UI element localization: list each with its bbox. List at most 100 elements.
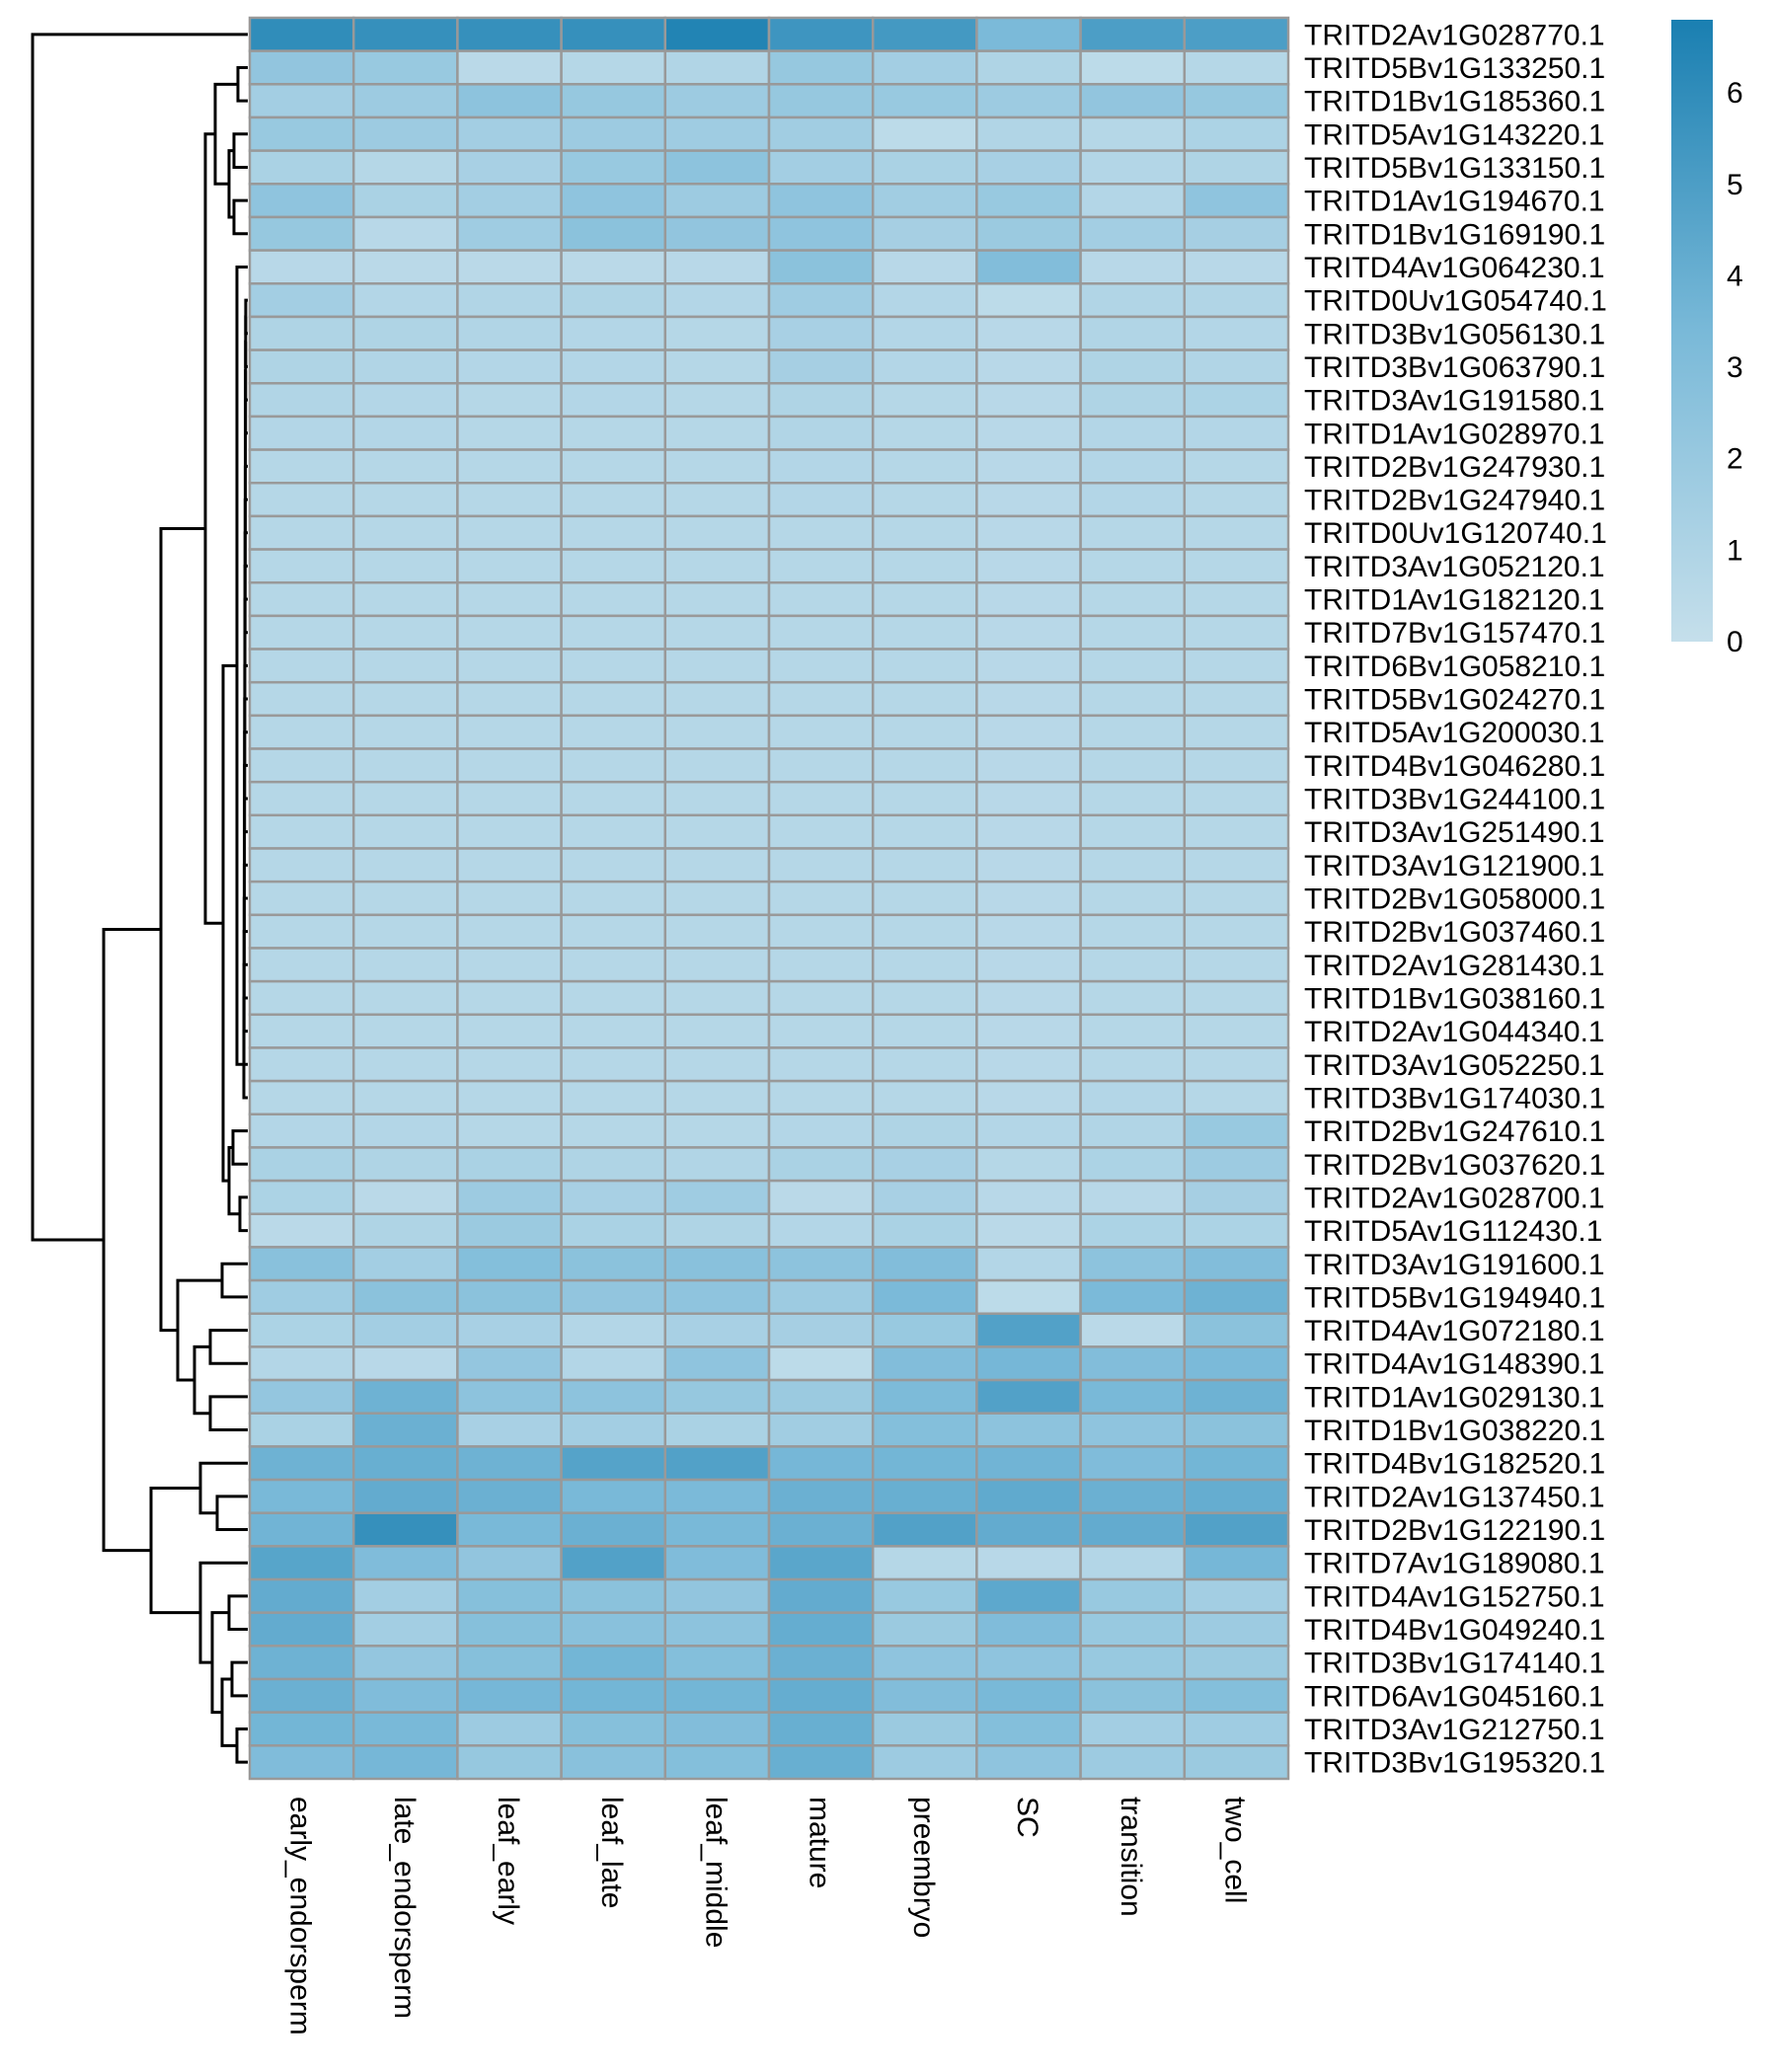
heatmap-cell: [663, 580, 771, 618]
heatmap-cell: [1079, 947, 1187, 983]
dendrogram-branch: [208, 1329, 248, 1365]
heatmap-cell: [663, 648, 771, 684]
heatmap-cell: [248, 548, 355, 584]
heatmap-cell: [1183, 913, 1290, 950]
heatmap-cell: [1183, 880, 1290, 917]
heatmap-cell: [248, 514, 355, 551]
heatmap-cell: [663, 1113, 771, 1149]
heatmap-cell: [1079, 979, 1187, 1017]
heatmap-cell: [871, 548, 978, 584]
dendrogram-branch: [198, 1461, 248, 1515]
heatmap-cell: [975, 913, 1082, 950]
heatmap-cell: [871, 1545, 978, 1581]
heatmap-cell: [767, 1445, 875, 1482]
heatmap-cell: [975, 514, 1082, 551]
heatmap-cell: [871, 315, 978, 351]
heatmap-cell: [351, 415, 459, 451]
heatmap-cell: [871, 1246, 978, 1282]
legend-ticks: 0 1 2 3 4 5 6: [1727, 77, 1743, 658]
heatmap-cell: [248, 1677, 355, 1714]
heatmap-cell: [767, 1179, 875, 1216]
heatmap-cell: [248, 714, 355, 750]
heatmap-cell: [351, 1445, 459, 1482]
heatmap-cell: [871, 415, 978, 451]
heatmap-cell: [560, 1345, 667, 1382]
heatmap-cell: [560, 1113, 667, 1149]
heatmap-cell: [456, 847, 563, 883]
heatmap-cell: [767, 382, 875, 419]
heatmap-cell: [456, 614, 563, 651]
heatmap-cell: [871, 514, 978, 551]
heatmap-cell: [351, 1577, 459, 1614]
row-label: TRITD2Bv1G058000.1: [1304, 883, 1605, 915]
heatmap-cell: [663, 1312, 771, 1348]
heatmap-cell: [248, 183, 355, 219]
heatmap-cell: [456, 714, 563, 750]
heatmap-cell: [1079, 1046, 1187, 1083]
heatmap-cell: [560, 1611, 667, 1648]
heatmap-cell: [351, 747, 459, 784]
heatmap-cell: [248, 1046, 355, 1083]
heatmap-cell: [1079, 514, 1187, 551]
heatmap-cell: [560, 49, 667, 86]
heatmap-cell: [871, 1013, 978, 1049]
heatmap-cell: [1183, 83, 1290, 119]
heatmap-cell: [560, 1079, 667, 1116]
column-label: two_cell: [1218, 1797, 1251, 1903]
heatmap-cell: [871, 780, 978, 817]
row-label: TRITD3Bv1G063790.1: [1304, 351, 1605, 384]
heatmap-cell: [767, 913, 875, 950]
heatmap-cell: [975, 1046, 1082, 1083]
heatmap-cell: [456, 1013, 563, 1049]
heatmap-cell: [351, 83, 459, 119]
heatmap-cell: [560, 1545, 667, 1581]
heatmap-cell: [871, 282, 978, 319]
heatmap-cell: [663, 315, 771, 351]
heatmap-cell: [560, 1412, 667, 1448]
heatmap-cell: [560, 183, 667, 219]
column-label: late_endorsperm: [388, 1797, 421, 2019]
heatmap-cell: [871, 747, 978, 784]
heatmap-cell: [560, 1179, 667, 1216]
heatmap-cell: [351, 1711, 459, 1747]
heatmap-cell: [351, 813, 459, 850]
heatmap-cell: [871, 448, 978, 485]
heatmap-cell: [1079, 1312, 1187, 1348]
heatmap-cell: [871, 714, 978, 750]
row-label: TRITD5Av1G200030.1: [1304, 717, 1605, 749]
heatmap-cell: [248, 979, 355, 1017]
row-label: TRITD1Av1G029130.1: [1304, 1381, 1605, 1414]
heatmap-cell: [767, 947, 875, 983]
row-label: TRITD3Bv1G056130.1: [1304, 318, 1605, 350]
heatmap-cell: [767, 880, 875, 917]
dendrogram-branch: [231, 1129, 248, 1166]
heatmap-cell: [351, 16, 459, 52]
heatmap-cell: [248, 747, 355, 784]
heatmap-cell: [351, 979, 459, 1017]
heatmap-cell: [351, 1278, 459, 1315]
heatmap-cell: [975, 1179, 1082, 1216]
heatmap-cell: [975, 481, 1082, 518]
dendrogram-branch: [102, 928, 161, 1553]
dendrogram-branch: [221, 663, 237, 1183]
heatmap-cell: [767, 16, 875, 52]
column-label: early_endorsperm: [284, 1797, 317, 2035]
heatmap-cell: [1079, 880, 1187, 917]
heatmap-cell: [663, 415, 771, 451]
dendrogram-branch: [220, 1677, 237, 1747]
heatmap-cell: [1079, 680, 1187, 718]
heatmap-cell: [248, 1246, 355, 1282]
row-label: TRITD4Bv1G049240.1: [1304, 1614, 1605, 1647]
row-label: TRITD6Bv1G058210.1: [1304, 651, 1605, 683]
heatmap-cell: [456, 1744, 563, 1781]
heatmap-cell: [351, 847, 459, 883]
heatmap-cell: [560, 947, 667, 983]
heatmap-cell: [248, 348, 355, 385]
row-label: TRITD4Av1G152750.1: [1304, 1580, 1605, 1613]
heatmap-cell: [248, 1711, 355, 1747]
row-labels: TRITD2Av1G028770.1TRITD5Bv1G133250.1TRIT…: [1304, 19, 1607, 1779]
heatmap-cell: [1183, 49, 1290, 86]
heatmap-cell: [456, 348, 563, 385]
heatmap-cell: [975, 49, 1082, 86]
heatmap-cell: [351, 448, 459, 485]
